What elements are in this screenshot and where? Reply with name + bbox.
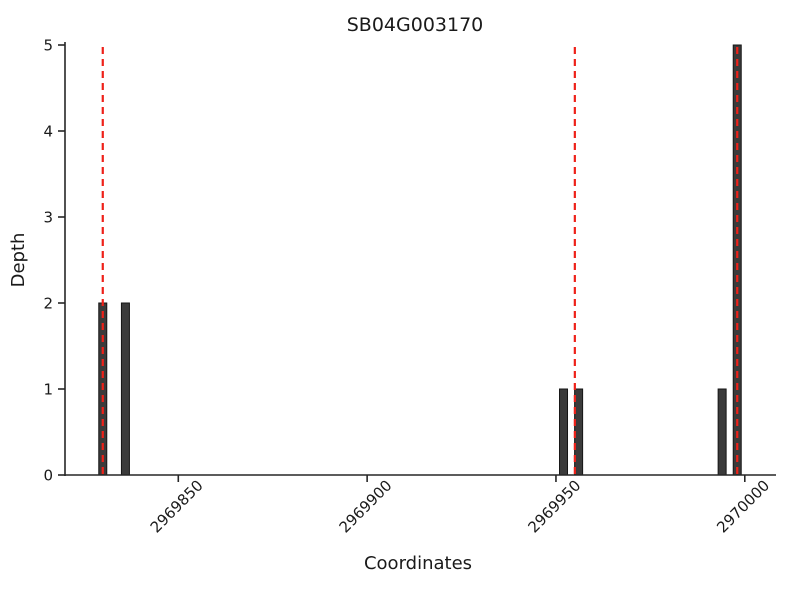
x-tick-label: 2969900 bbox=[336, 476, 396, 536]
y-axis-label: Depth bbox=[8, 233, 29, 288]
depth-bar bbox=[120, 302, 130, 476]
chart-title: SB04G003170 bbox=[347, 14, 484, 36]
plot-area: 2969850 2969900 2969950 2970000 0 1 2 3 4 5 bbox=[43, 37, 776, 536]
y-tick-label: 4 bbox=[43, 123, 53, 141]
depth-bar bbox=[559, 388, 569, 476]
x-tick-label: 2970000 bbox=[713, 476, 773, 536]
y-tick-label: 0 bbox=[43, 467, 53, 485]
y-tick-label: 1 bbox=[43, 381, 53, 399]
x-axis-label: Coordinates bbox=[364, 553, 472, 574]
depth-bar bbox=[717, 388, 727, 476]
x-tick-label: 2969950 bbox=[524, 476, 584, 536]
x-tick-label: 2969850 bbox=[147, 476, 207, 536]
y-tick-label: 3 bbox=[43, 209, 53, 227]
y-tick-label: 5 bbox=[43, 37, 53, 55]
y-tick-label: 2 bbox=[43, 295, 53, 313]
